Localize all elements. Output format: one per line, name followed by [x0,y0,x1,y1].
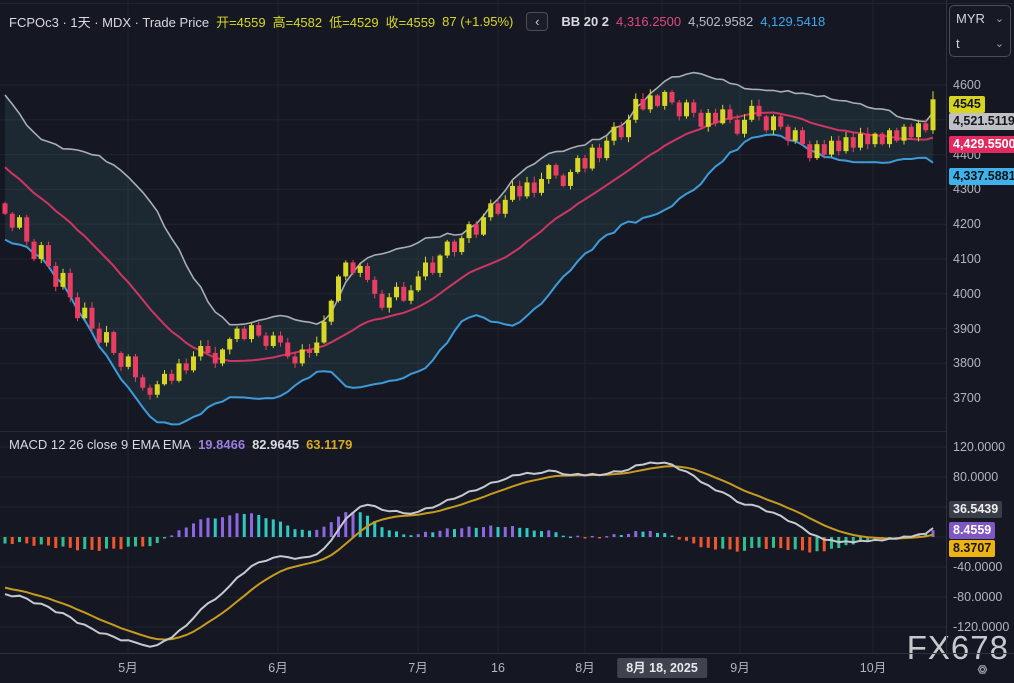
time-tick-label: 6月 [268,661,288,675]
ohlc-高-value: 高=4582 [272,15,323,30]
macd-value-0: 19.8466 [198,437,246,452]
top-border [0,3,1014,4]
price-tick-label: 4000 [953,286,981,301]
time-tick-label: 9月 [730,661,750,675]
bb-indicator-title[interactable]: BB 20 2 [561,14,610,29]
crosshair-date-badge: 8月 18, 2025 [617,658,707,678]
bb-value-0: 4,316.2500 [616,14,682,29]
unit-dropdown[interactable]: t ⌄ [950,31,1010,56]
currency-dropdown[interactable]: MYR ⌄ [950,6,1010,31]
price-tick-label: 4200 [953,217,981,232]
price-tick-label: 3800 [953,356,981,371]
price-badge-macd-histogram: 8.4559 [949,522,996,540]
axis-settings-gear-icon[interactable] [974,661,991,678]
price-badge-bb-lower: 4,337.5881 [949,167,1014,185]
price-badge-macd-signal: 8.3707 [949,539,996,557]
change-value: 87 (+1.95%) [442,14,514,29]
pane-separator[interactable] [0,431,946,432]
chevron-down-icon: ⌄ [994,38,1004,50]
macd-line [4,461,934,648]
price-axis[interactable]: 4545 4,521.5119 4,429.5500 4,337.5881 36.543… [947,0,1014,653]
macd-indicator-title[interactable]: MACD 12 26 close 9 EMA EMA [9,437,192,452]
price-tick-label: -40.0000 [953,560,1003,574]
time-tick-label: 8月 [575,661,595,675]
time-axis-separator [0,653,1014,654]
bb-value-1: 4,502.9582 [688,14,754,29]
macd-pane-canvas[interactable] [0,431,946,653]
price-tick-label: 4300 [953,182,981,197]
time-axis[interactable]: 8月 18, 2025 5月 6月 7月 16 8月 9月 10月 [0,654,1014,683]
price-tick-label: -120.0000 [953,620,1010,634]
ohlc-低-value: 低=4529 [329,15,379,30]
bb-value-2: 4,129.5418 [760,14,826,29]
currency-value: MYR [956,11,985,26]
price-tick-label: 80.0000 [953,470,999,484]
ohlc-开-value: 开=4559 [216,15,266,30]
price-tick-label: 3700 [953,391,981,406]
ohlc-收-value: 收=4559 [385,15,436,30]
time-tick-label: 16 [491,661,505,675]
price-tick-label: -80.0000 [953,590,1003,604]
bollinger-basis-line [4,111,934,362]
symbol-legend: FCPOc3 · 1天 · MDX · Trade Price 开=4559 高=4… [9,12,825,31]
price-tick-label: 3900 [953,321,981,336]
price-scale-settings-panel: MYR ⌄ t ⌄ [949,5,1011,57]
symbol-title[interactable]: FCPOc3 · 1天 · MDX · Trade Price [9,15,210,30]
main-chart-canvas[interactable] [0,0,946,431]
bollinger-fill [5,72,933,425]
price-badge-bb-basis: 4,429.5500 [949,135,1014,153]
unit-value: t [956,36,960,51]
chevron-down-icon: ⌄ [994,13,1004,25]
price-tick-label: 120.0000 [953,440,1006,454]
price-badge-macd-line: 36.5439 [949,501,1003,519]
bollinger-lower-line [4,133,934,426]
price-tick-label: 4600 [953,78,981,92]
price-tick-label: 4100 [953,252,981,266]
price-badge-last-price: 4545 [949,95,985,113]
macd-signal-line [4,465,934,641]
time-tick-label: 5月 [118,661,138,675]
macd-histogram [3,512,935,553]
price-axis-separator [946,0,947,653]
time-tick-label: 10月 [859,661,887,675]
candles [2,89,936,400]
collapse-indicators-button[interactable]: ‹ [526,12,549,31]
time-tick-label: 7月 [408,661,428,675]
macd-legend: MACD 12 26 close 9 EMA EMA 19.8466 82.9645… [9,437,352,452]
macd-value-2: 63.1179 [306,437,353,452]
price-badge-bb-upper: 4,521.5119 [949,113,1014,131]
macd-value-1: 82.9645 [252,437,300,452]
